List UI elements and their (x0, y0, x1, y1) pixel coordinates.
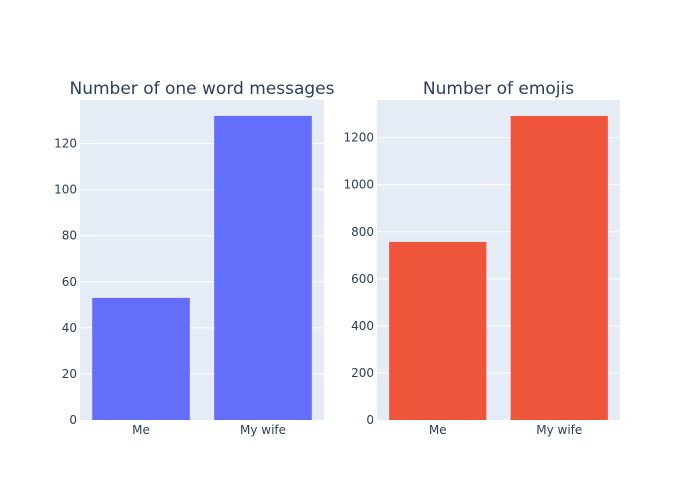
bar-me (389, 241, 487, 420)
y-axis-ticks: 0 200 400 600 800 1000 1200 (343, 131, 374, 427)
y-tick-label: 1200 (343, 131, 374, 145)
y-tick-label: 800 (351, 225, 374, 239)
y-tick-label: 0 (366, 413, 374, 427)
y-tick-label: 200 (351, 366, 374, 380)
y-tick-label: 1000 (343, 178, 374, 192)
y-tick-label: 600 (351, 272, 374, 286)
bar-me (92, 297, 190, 420)
y-tick-label: 100 (54, 183, 77, 197)
x-tick-label: Me (429, 423, 447, 437)
y-tick-label: 40 (62, 321, 77, 335)
y-tick-label: 120 (54, 137, 77, 151)
y-tick-label: 80 (62, 229, 77, 243)
x-axis-ticks: Me My wife (429, 423, 582, 437)
x-tick-label: Me (132, 423, 150, 437)
x-tick-label: My wife (240, 423, 286, 437)
y-tick-label: 60 (62, 275, 77, 289)
bars (389, 116, 608, 420)
y-axis-ticks: 0 20 40 60 80 100 120 (54, 137, 77, 427)
y-tick-label: 400 (351, 319, 374, 333)
bar-my-wife (510, 116, 608, 420)
chart-one-word-messages: 0 20 40 60 80 100 120 Me My wife Number of one … (54, 79, 335, 437)
y-tick-label: 20 (62, 367, 77, 381)
y-tick-label: 0 (69, 413, 77, 427)
x-tick-label: My wife (536, 423, 582, 437)
chart-emojis: 0 200 400 600 800 1000 1200 Me My wife Number o… (343, 79, 620, 437)
x-axis-ticks: Me My wife (132, 423, 286, 437)
chart-title: Number of emojis (423, 79, 574, 99)
chart-title: Number of one word messages (70, 79, 335, 99)
bars (92, 115, 312, 420)
bar-my-wife (214, 115, 312, 420)
